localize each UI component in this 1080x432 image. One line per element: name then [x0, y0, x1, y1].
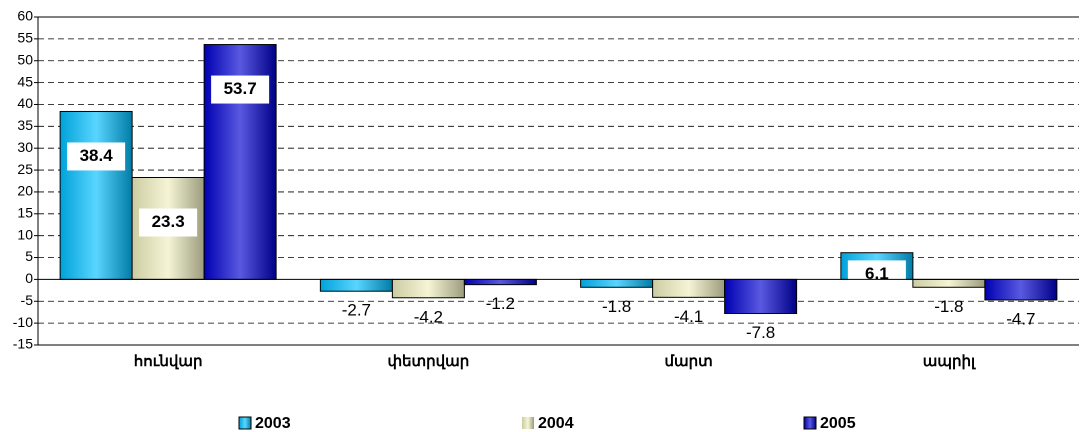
- y-tick-label: 45: [17, 73, 33, 89]
- label-box: [847, 260, 906, 289]
- bar: [984, 278, 1058, 301]
- y-tick-label: 30: [17, 139, 33, 155]
- y-tick-label: 50: [17, 51, 33, 67]
- y-tick-label: 5: [25, 248, 33, 264]
- legend-swatch: [803, 416, 817, 430]
- x-tick-label: ապրիլ: [923, 353, 976, 370]
- bar: [319, 278, 393, 292]
- legend-label: 2005: [820, 415, 856, 432]
- y-tick-label: -10: [13, 314, 33, 330]
- label-box: [67, 142, 126, 171]
- y-tick-label: -5: [21, 292, 34, 308]
- y-tick-label: 35: [17, 117, 33, 133]
- bar: [463, 278, 537, 286]
- data-label: -1.8: [934, 297, 963, 316]
- bar: [391, 278, 465, 299]
- legend-swatch: [238, 416, 252, 430]
- data-label: -1.8: [602, 297, 631, 316]
- y-tick-label: 55: [17, 30, 33, 46]
- bar: [724, 278, 798, 315]
- label-box: [211, 75, 270, 104]
- label-box: [139, 208, 198, 237]
- data-label: -4.1: [674, 307, 703, 326]
- y-tick-label: -15: [13, 336, 33, 352]
- y-tick-label: 60: [17, 8, 33, 24]
- y-tick-label: 25: [17, 161, 33, 177]
- data-label: -1.2: [486, 294, 515, 313]
- data-label: 38.4: [80, 146, 114, 165]
- bar: [59, 110, 133, 280]
- y-tick-label: 40: [17, 95, 33, 111]
- data-label: -2.7: [342, 301, 371, 320]
- y-tick-label: 20: [17, 183, 33, 199]
- data-label: -7.8: [746, 323, 775, 342]
- legend-label: 2004: [538, 415, 574, 432]
- x-tick-label: հունվար: [134, 353, 203, 370]
- data-label: -4.7: [1006, 309, 1035, 328]
- data-label: 23.3: [152, 212, 185, 231]
- y-tick-label: 15: [17, 205, 33, 221]
- bar: [652, 278, 726, 298]
- bar: [912, 278, 986, 288]
- y-tick-label: 0: [25, 270, 33, 286]
- y-tick-label: 10: [17, 226, 33, 242]
- bar: [580, 278, 654, 288]
- x-tick-label: փետրվար: [387, 353, 469, 370]
- data-label: 6.1: [865, 264, 889, 283]
- legend-swatch: [522, 417, 534, 429]
- x-tick-label: մարտ: [665, 353, 713, 370]
- data-label: -4.2: [414, 307, 443, 326]
- legend-label: 2003: [255, 415, 291, 432]
- data-label: 53.7: [224, 79, 257, 98]
